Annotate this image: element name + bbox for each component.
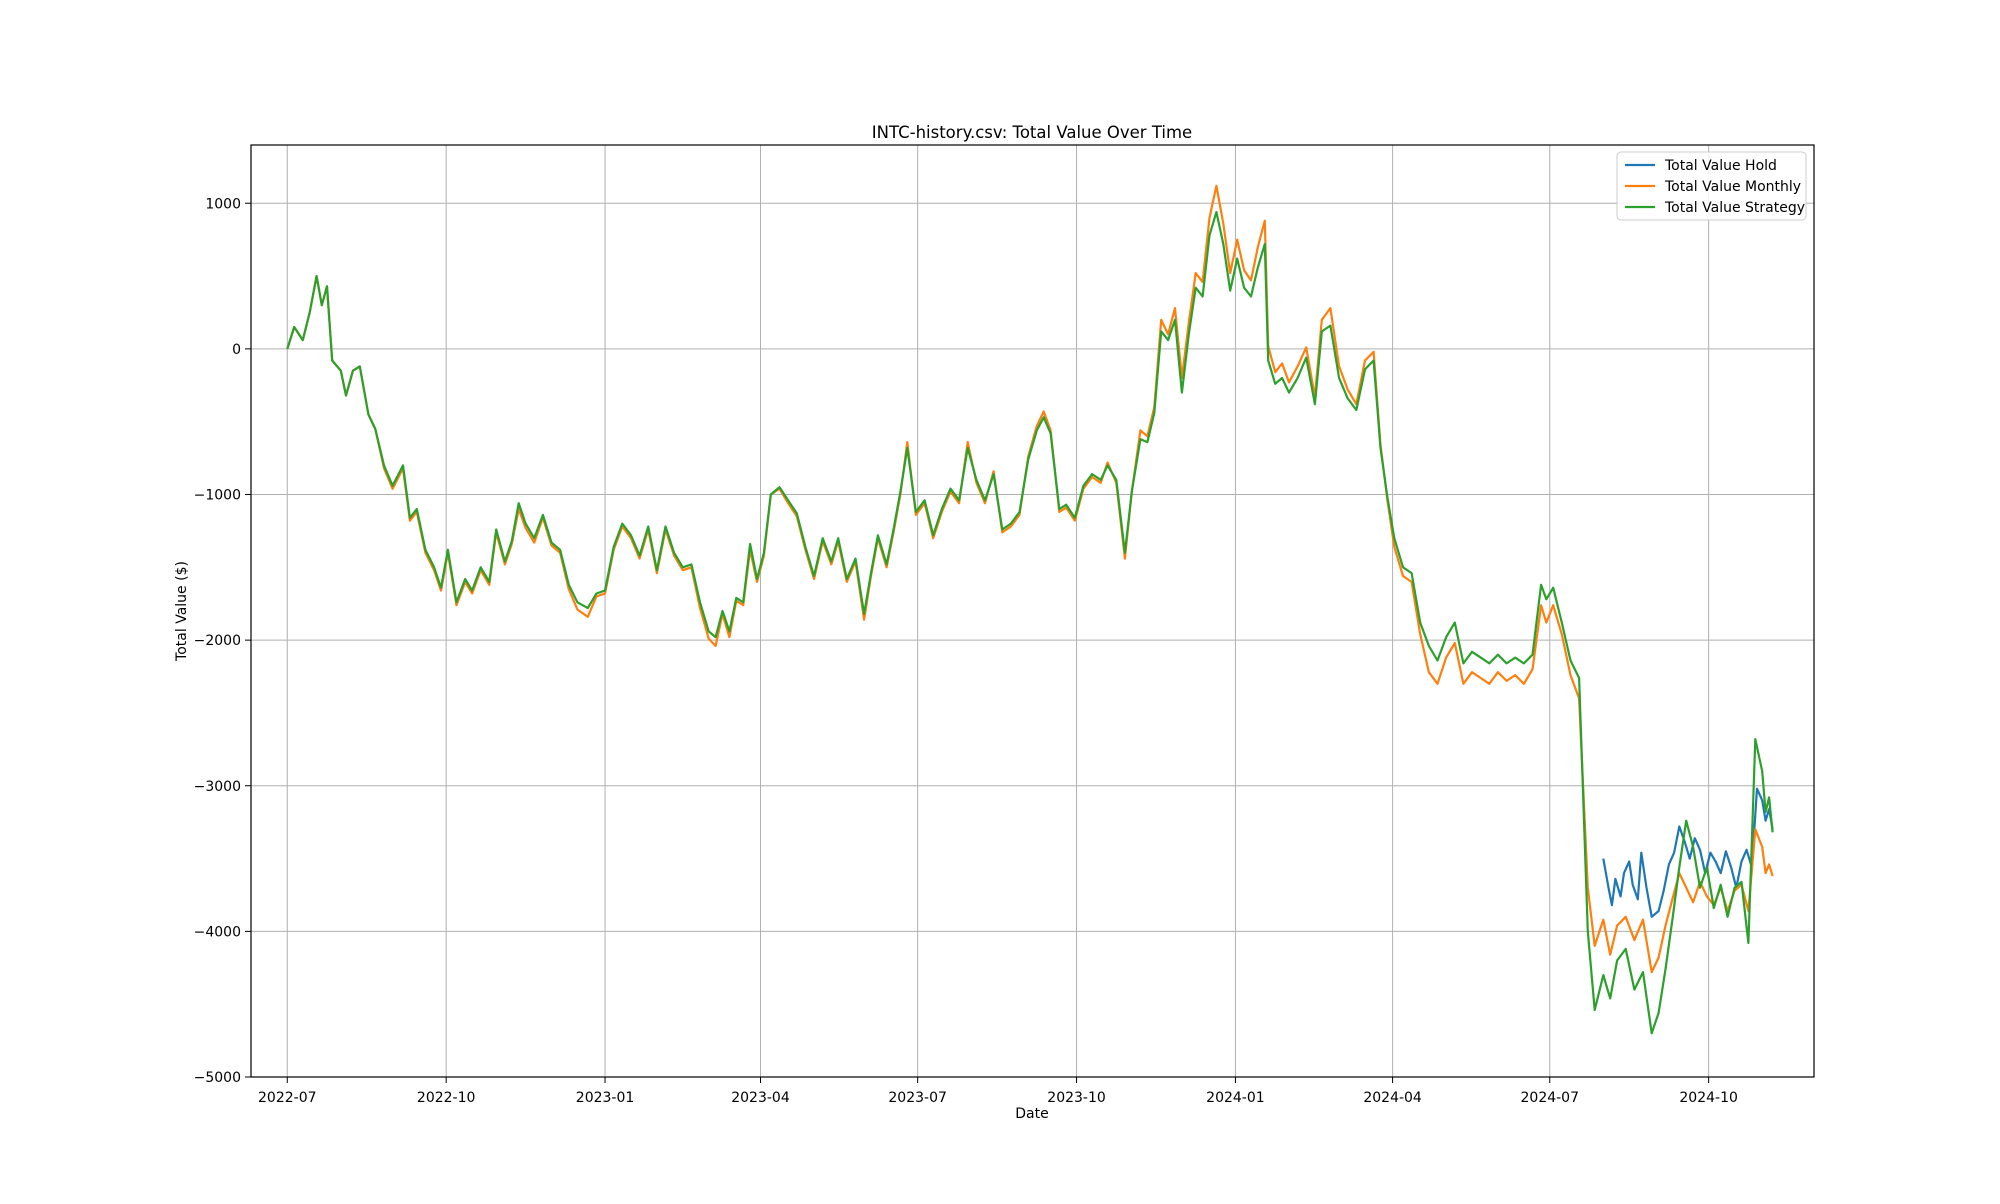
y-tick-label: −5000: [194, 1070, 241, 1086]
legend-label: Total Value Monthly: [1664, 179, 1801, 195]
series-lines: [286, 184, 1774, 1035]
chart-title: INTC-history.csv: Total Value Over Time: [872, 123, 1192, 142]
series-line-total-value-monthly: [286, 184, 1774, 974]
legend-items: Total Value Hold Total Value Monthly Total…: [1625, 158, 1805, 216]
legend-label: Total Value Hold: [1664, 158, 1777, 174]
series-line-total-value-hold: [1602, 787, 1774, 918]
x-tick-label: 2024-01: [1206, 1090, 1265, 1106]
y-tick-label: 1000: [205, 196, 241, 212]
x-tick-label: 2024-04: [1363, 1090, 1422, 1106]
y-tick-label: −1000: [194, 488, 241, 504]
plot-frame: [250, 144, 1815, 1078]
x-tick-label: 2022-10: [417, 1090, 476, 1106]
x-tick-label: 2023-01: [576, 1090, 635, 1106]
x-tick-label: 2022-07: [258, 1090, 317, 1106]
series-line-total-value-strategy: [286, 210, 1774, 1035]
y-tick-label: −4000: [194, 924, 241, 940]
x-axis-label: Date: [1015, 1106, 1048, 1122]
x-tick-label: 2023-07: [888, 1090, 947, 1106]
y-tick-label: −3000: [194, 779, 241, 795]
legend-box: [1616, 151, 1807, 221]
x-tick-label: 2023-04: [731, 1090, 790, 1106]
y-tick-label: 0: [232, 342, 241, 358]
x-tick-label: 2023-10: [1047, 1090, 1106, 1106]
axis-ticks: 2022-07 2022-10 2023-01 2023-04 2023-07 2023-…: [194, 196, 1738, 1106]
y-axis-label: Total Value ($): [174, 561, 190, 662]
legend: Total Value Hold Total Value Monthly Total…: [1616, 151, 1807, 221]
x-tick-label: 2024-10: [1679, 1090, 1738, 1106]
y-tick-label: −2000: [194, 633, 241, 649]
grid-lines: [251, 145, 1814, 1078]
legend-label: Total Value Strategy: [1664, 200, 1805, 216]
x-tick-label: 2024-07: [1521, 1090, 1580, 1106]
